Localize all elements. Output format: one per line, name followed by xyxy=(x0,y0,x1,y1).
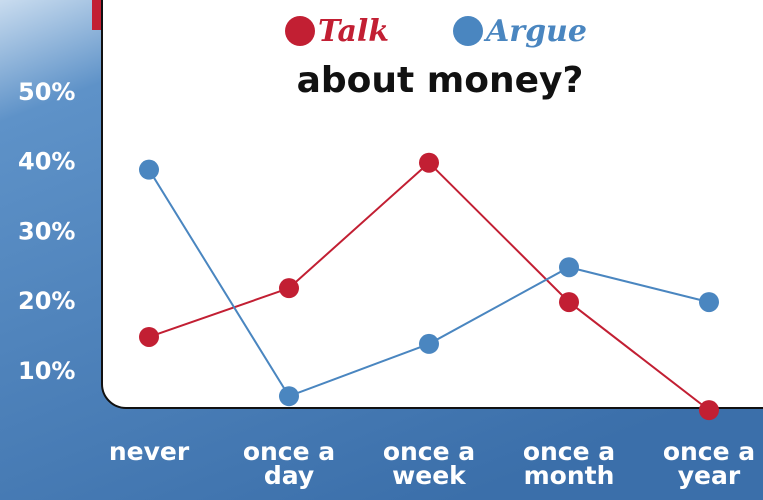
point xyxy=(699,292,719,313)
y-tick-label: 50% xyxy=(18,78,75,106)
point xyxy=(699,400,719,421)
y-tick-label: 20% xyxy=(18,287,75,315)
point xyxy=(279,278,299,299)
point xyxy=(559,292,579,313)
panel xyxy=(101,0,763,409)
x-tick-label: once a month xyxy=(522,437,616,490)
y-tick-label: 40% xyxy=(18,148,75,176)
legend-label: Argue xyxy=(483,14,587,49)
point xyxy=(419,152,439,173)
x-tick-label: once a week xyxy=(382,437,476,490)
x-tick-label: once a day xyxy=(242,437,336,490)
point xyxy=(559,257,579,278)
point xyxy=(419,333,439,354)
legend-swatch xyxy=(453,16,483,46)
y-tick-label: 10% xyxy=(18,357,75,385)
x-tick-label: never xyxy=(108,437,190,466)
y-tick-label: 30% xyxy=(18,217,75,245)
legend-swatch xyxy=(285,16,315,46)
point xyxy=(279,386,299,407)
x-tick-label: once a year xyxy=(662,437,756,490)
point xyxy=(139,159,159,180)
chart-title: about money? xyxy=(297,60,584,101)
point xyxy=(139,326,159,347)
legend-label: Talk xyxy=(318,14,389,49)
